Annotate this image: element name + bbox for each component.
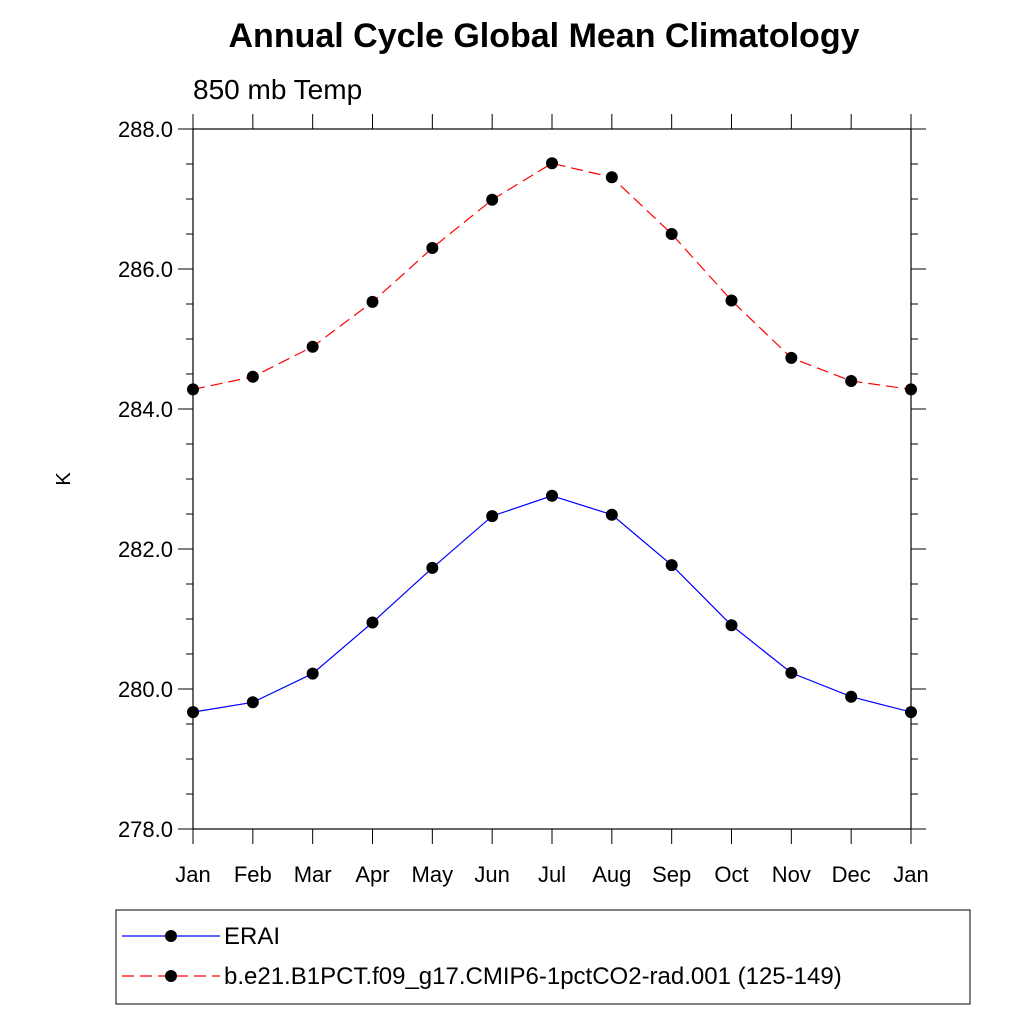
- y-tick-label: 288.0: [118, 117, 173, 142]
- series-0-point: [785, 666, 798, 679]
- series-0-point: [187, 706, 199, 719]
- series-line-0: [192, 495, 912, 713]
- series-1-point: [665, 228, 678, 240]
- x-tick-label: Feb: [234, 862, 272, 887]
- series-1-point: [187, 383, 199, 396]
- x-tick-label: Dec: [832, 862, 871, 887]
- y-axis-label: K: [53, 472, 75, 486]
- legend-key-marker: [165, 930, 177, 942]
- axis-ticks: [178, 114, 926, 844]
- series-0-point: [366, 616, 379, 629]
- series-0-point: [905, 706, 917, 719]
- x-tick-label: May: [412, 862, 454, 887]
- y-tick-label: 286.0: [118, 257, 173, 282]
- series-0-point: [725, 619, 738, 632]
- series-0-point: [665, 559, 678, 572]
- series-0-point: [426, 561, 439, 574]
- series-0-point: [246, 696, 259, 709]
- series-1-point: [366, 295, 379, 308]
- y-tick-label: 282.0: [118, 537, 173, 562]
- series-1-point: [905, 383, 917, 396]
- series-0-point: [845, 690, 858, 703]
- x-tick-label: Sep: [652, 862, 691, 887]
- plot-area-frame: [192, 128, 912, 830]
- legend-box: [115, 909, 971, 1005]
- y-tick-label: 278.0: [118, 817, 173, 842]
- series-1-point: [605, 171, 618, 184]
- x-tick-label: Jan: [893, 862, 928, 887]
- y-tick-labels: 278.0 280.0 282.0 284.0 286.0 288.0: [118, 117, 173, 842]
- legend-key-marker: [165, 970, 177, 982]
- series-layer: [187, 157, 917, 719]
- x-tick-label: Aug: [592, 862, 631, 887]
- legend-label-model: b.e21.B1PCT.f09_g17.CMIP6-1pctCO2-rad.00…: [224, 963, 842, 990]
- series-1-point: [785, 351, 798, 364]
- y-tick-label: 280.0: [118, 677, 173, 702]
- x-tick-label: Jun: [474, 862, 509, 887]
- series-1-point: [845, 375, 858, 387]
- series-1-point: [546, 157, 558, 170]
- series-0-point: [486, 510, 499, 523]
- x-tick-label: Jan: [175, 862, 210, 887]
- x-tick-labels: Jan Feb Mar Apr May Jun Jul Aug Sep Oct Nov Dec Jan: [175, 862, 928, 887]
- series-0-point: [605, 508, 618, 521]
- series-1-point: [486, 193, 499, 206]
- series-0-point: [546, 489, 558, 502]
- series-1-point: [306, 340, 319, 353]
- y-tick-label: 284.0: [118, 397, 173, 422]
- chart-subtitle: 850 mb Temp: [193, 74, 362, 105]
- x-tick-label: Oct: [714, 862, 748, 887]
- series-1-point: [725, 294, 738, 307]
- legend-label-erai: ERAI: [224, 923, 280, 950]
- x-tick-label: Mar: [294, 862, 332, 887]
- legend-keys: [122, 930, 220, 982]
- series-line-1: [192, 162, 912, 390]
- series-1-point: [246, 370, 259, 383]
- x-tick-label: Jul: [538, 862, 566, 887]
- series-1-point: [426, 242, 439, 254]
- x-tick-label: Apr: [355, 862, 389, 887]
- series-0-point: [306, 667, 319, 680]
- chart-title: Annual Cycle Global Mean Climatology: [229, 17, 860, 55]
- x-tick-label: Nov: [772, 862, 811, 887]
- legend: ERAI b.e21.B1PCT.f09_g17.CMIP6-1pctCO2-r…: [115, 909, 971, 1005]
